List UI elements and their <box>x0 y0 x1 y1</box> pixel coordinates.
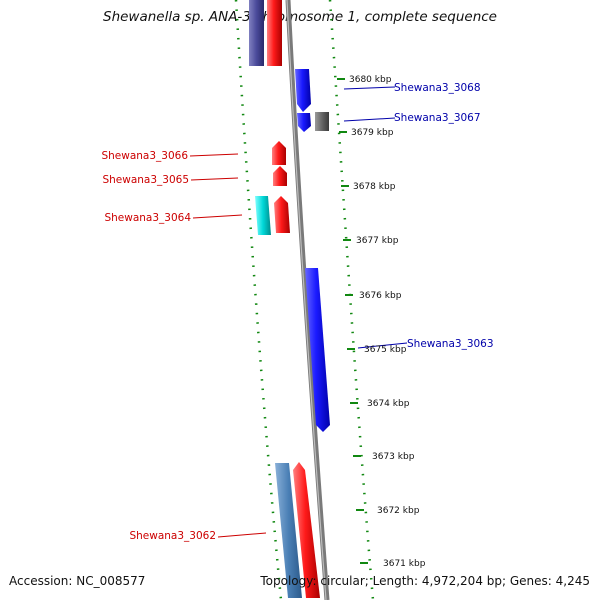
gene-partial-top-left[interactable] <box>249 0 264 66</box>
gene-arrow-shewana3-3064[interactable] <box>274 196 290 233</box>
gene-label-shewana3-3063[interactable]: Shewana3_3063 <box>407 338 494 350</box>
map-title: Shewanella sp. ANA-3 chromosome 1, compl… <box>103 9 497 25</box>
gene-features <box>249 0 330 598</box>
scale-tick-label: 3672 kbp <box>377 506 420 516</box>
gene-arrow-shewana3-3066[interactable] <box>272 141 286 165</box>
gene-label-shewana3-3064[interactable]: Shewana3_3064 <box>104 212 191 224</box>
gene-partial-top-right[interactable] <box>267 0 282 66</box>
topology-stats-label: Topology: circular; Length: 4,972,204 bp… <box>260 574 590 588</box>
chromosome-backbone <box>285 0 330 600</box>
gene-label-shewana3-3065[interactable]: Shewana3_3065 <box>102 174 189 186</box>
gene-arrow-shewana3-3067[interactable] <box>297 113 311 132</box>
scale-tick-label: 3680 kbp <box>349 75 392 85</box>
gene-rna-block[interactable] <box>255 196 271 235</box>
gene-label-shewana3-3068[interactable]: Shewana3_3068 <box>394 82 481 94</box>
gene-label-shewana3-3066[interactable]: Shewana3_3066 <box>101 150 188 162</box>
scale-tick-label: 3675 kbp <box>364 345 407 355</box>
gene-grey-block[interactable] <box>315 112 329 131</box>
chromosome-backbone-highlight <box>286 0 327 600</box>
gene-label-shewana3-3062[interactable]: Shewana3_3062 <box>129 530 216 542</box>
scale-tick-label: 3674 kbp <box>367 399 410 409</box>
gene-arrow-shewana3-3065[interactable] <box>273 166 287 186</box>
gene-label-shewana3-3067[interactable]: Shewana3_3067 <box>394 112 481 124</box>
gene-steel-block[interactable] <box>275 463 302 598</box>
scale-tick-label: 3677 kbp <box>356 236 399 246</box>
gene-arrow-shewana3-3063[interactable] <box>305 268 330 432</box>
left-guide-arc <box>234 0 283 600</box>
gene-arrow-shewana3-3068[interactable] <box>295 69 311 112</box>
label-leader-lines <box>189 86 408 538</box>
scale-tick-label: 3671 kbp <box>383 559 426 569</box>
accession-label: Accession: NC_008577 <box>9 574 146 588</box>
scale-tick-label: 3676 kbp <box>359 291 402 301</box>
scale-tick-label: 3678 kbp <box>353 182 396 192</box>
scale-tick-label: 3673 kbp <box>372 452 415 462</box>
scale-tick-marks <box>337 78 368 564</box>
gene-arrow-shewana3-3062[interactable] <box>293 462 320 598</box>
scale-tick-labels: 3680 kbp 3679 kbp 3678 kbp 3677 kbp 3676… <box>349 75 426 569</box>
scale-tick-label: 3679 kbp <box>351 128 394 138</box>
gene-labels: Shewana3_3068 Shewana3_3067 Shewana3_306… <box>101 82 493 542</box>
